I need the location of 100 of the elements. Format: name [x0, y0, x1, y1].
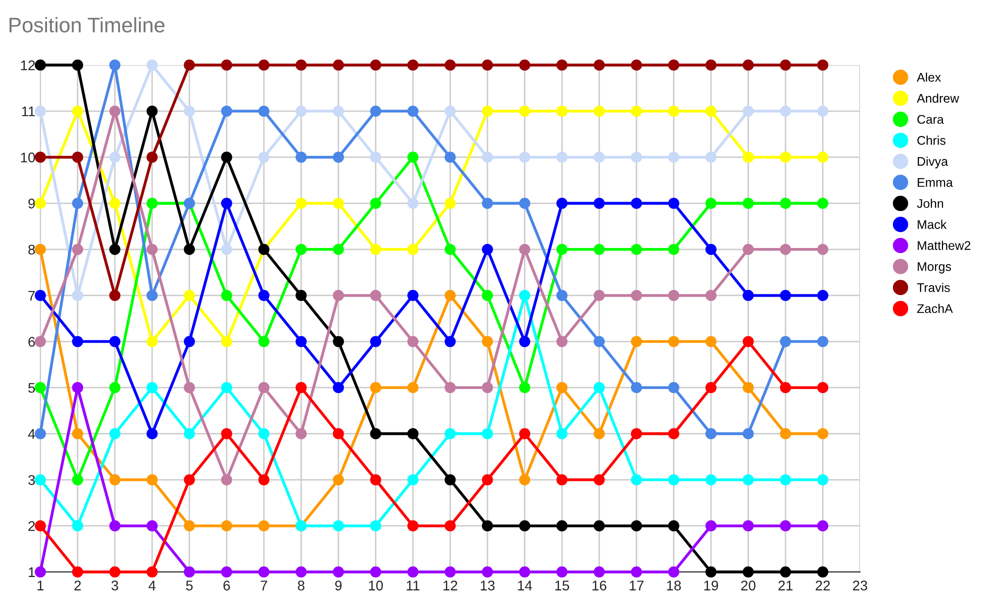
point — [407, 152, 418, 163]
legend-label: Matthew2 — [918, 240, 970, 250]
point — [817, 106, 828, 117]
point — [184, 336, 195, 348]
point — [258, 336, 270, 348]
point — [34, 336, 46, 348]
x-tick-label: 5 — [186, 580, 193, 590]
point — [742, 520, 754, 532]
point — [444, 566, 456, 578]
point — [296, 336, 307, 348]
point — [370, 520, 382, 532]
point — [370, 106, 382, 117]
point — [72, 198, 84, 209]
point — [146, 290, 158, 302]
point — [146, 566, 158, 578]
x-tick-label: 17 — [630, 580, 644, 590]
point — [72, 382, 84, 394]
point — [34, 198, 46, 209]
point — [184, 428, 195, 440]
point — [742, 290, 754, 302]
point — [109, 198, 120, 209]
point — [34, 520, 46, 532]
legend-label: Morgs — [918, 262, 952, 274]
point — [556, 106, 568, 117]
point — [332, 152, 344, 163]
point — [630, 152, 642, 163]
legend-label: ZachA — [917, 304, 953, 314]
point — [109, 336, 120, 348]
x-tick-label: 4 — [148, 580, 156, 590]
point — [705, 474, 717, 486]
point — [407, 106, 418, 117]
point — [444, 520, 456, 532]
point — [146, 520, 158, 532]
legend-label: Chris — [917, 136, 946, 145]
point — [519, 60, 530, 71]
point — [444, 60, 456, 71]
point — [742, 566, 754, 578]
point — [519, 290, 530, 302]
point — [72, 244, 84, 255]
point — [482, 336, 493, 348]
point — [407, 244, 418, 255]
point — [705, 336, 717, 348]
point — [296, 244, 307, 255]
y-tick-label: 5 — [28, 383, 35, 393]
point — [296, 152, 307, 163]
point — [742, 244, 754, 255]
x-tick-label: 7 — [260, 580, 268, 590]
point — [34, 290, 46, 302]
x-tick-label: 9 — [335, 580, 342, 590]
point — [296, 382, 307, 394]
point — [482, 566, 493, 578]
point — [34, 566, 46, 578]
point — [258, 382, 270, 394]
point — [184, 520, 195, 532]
point — [630, 382, 642, 394]
point — [444, 152, 456, 163]
legend-label: Mack — [918, 220, 947, 229]
point — [221, 428, 232, 440]
point — [556, 566, 568, 578]
point — [184, 60, 195, 71]
point — [184, 566, 195, 578]
point — [221, 336, 232, 348]
point — [221, 290, 232, 302]
point — [146, 474, 158, 486]
point — [184, 106, 195, 117]
y-tick-label: 9 — [28, 198, 35, 208]
point — [556, 474, 568, 486]
point — [817, 60, 828, 71]
point — [556, 336, 568, 348]
x-tick-label: 13 — [480, 580, 495, 590]
point — [370, 60, 382, 71]
point — [705, 244, 717, 255]
point — [34, 474, 46, 486]
point — [594, 60, 605, 71]
point — [370, 198, 382, 209]
point — [221, 60, 232, 71]
point — [72, 290, 84, 302]
point — [184, 474, 195, 486]
point — [780, 474, 792, 486]
x-tick-label: 18 — [667, 580, 681, 590]
point — [817, 428, 828, 440]
point — [332, 198, 344, 209]
point — [519, 336, 530, 348]
x-tick-label: 16 — [592, 580, 606, 590]
y-tick-label: 2 — [28, 521, 35, 531]
point — [519, 152, 530, 163]
point — [258, 60, 270, 71]
point — [705, 428, 717, 440]
point — [332, 428, 344, 440]
point — [332, 60, 344, 71]
point — [332, 244, 344, 255]
point — [72, 520, 84, 532]
point — [668, 290, 680, 302]
point — [742, 106, 754, 117]
point — [444, 106, 456, 117]
point — [705, 198, 717, 209]
x-tick-label: 12 — [444, 580, 458, 590]
x-tick-label: 23 — [852, 580, 868, 590]
point — [109, 428, 120, 440]
x-tick-label: 10 — [369, 580, 383, 590]
